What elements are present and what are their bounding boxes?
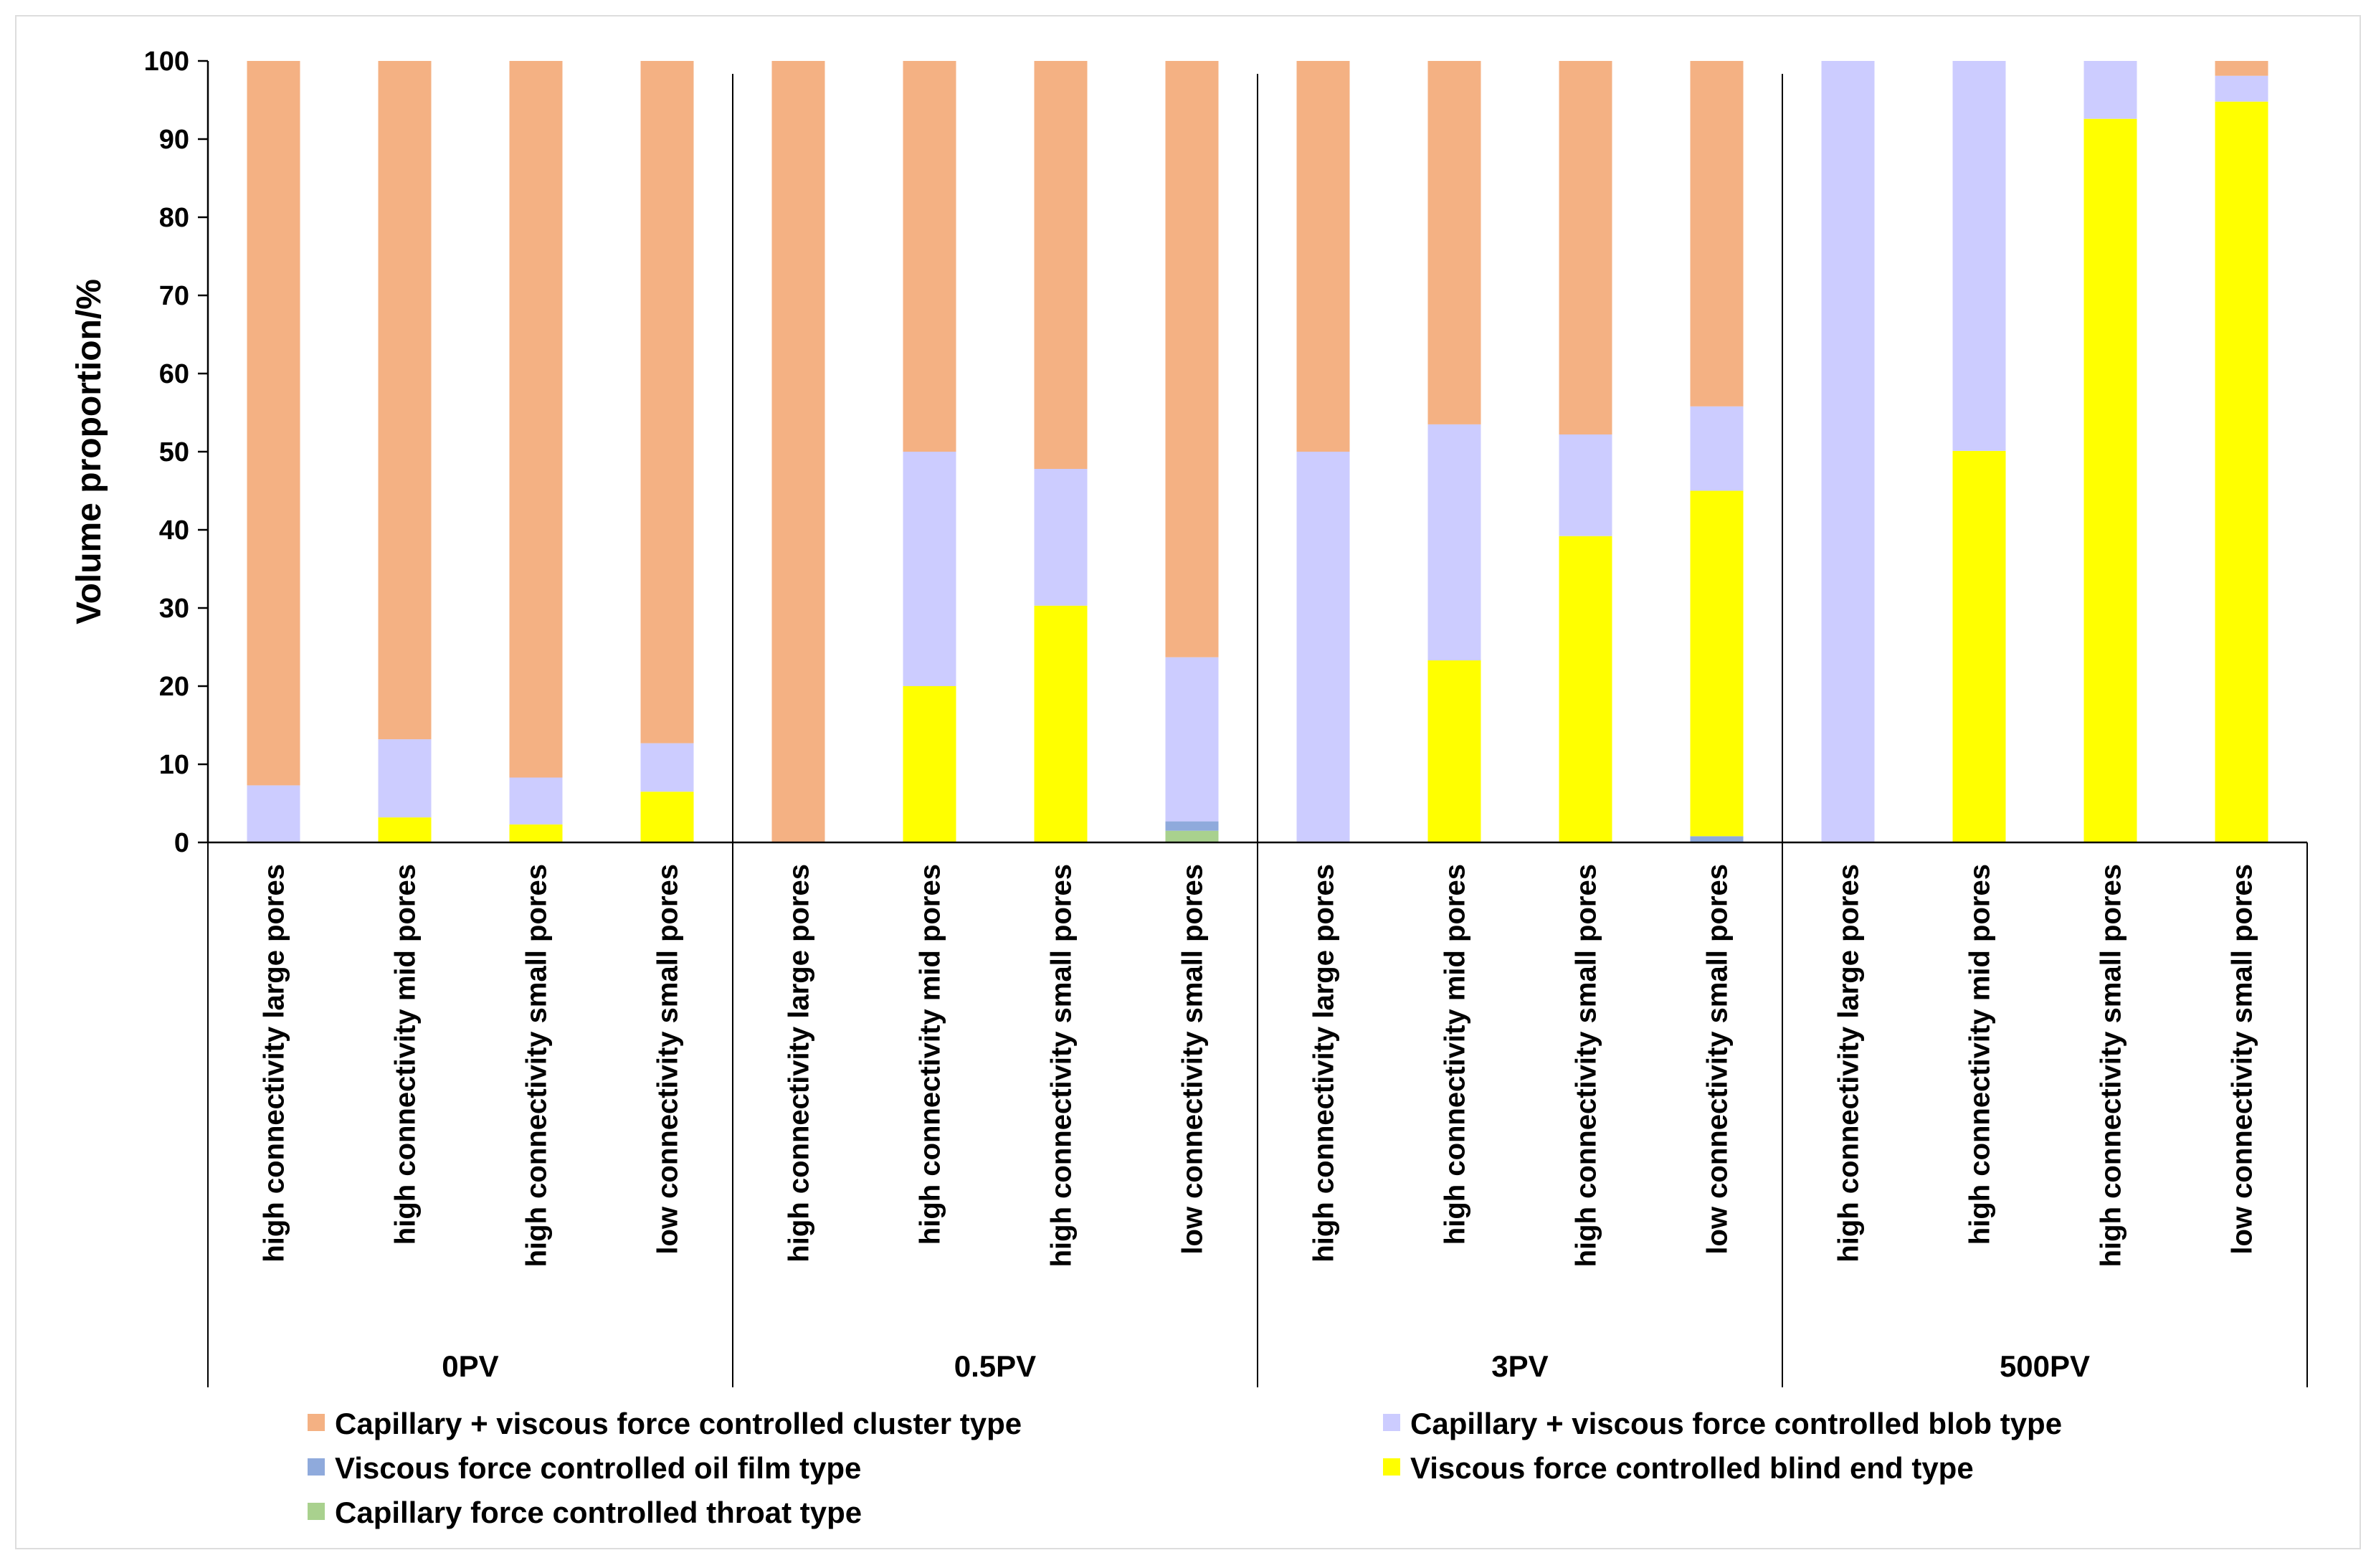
bar-segment [640, 792, 694, 842]
x-group-label: 0PV [442, 1349, 498, 1383]
legend-entry: Capillary force controlled throat type [335, 1496, 862, 1529]
bar-segment [247, 785, 300, 842]
x-category-label: high connectivity small pores [1571, 864, 1602, 1267]
bar-segment [2083, 61, 2137, 119]
bar-segment [1165, 821, 1219, 831]
legend-entry: Viscous force controlled blind end type [1410, 1451, 1974, 1485]
axes-layer [198, 60, 2308, 1387]
bar-segment [2215, 101, 2268, 843]
bar-segment [509, 824, 563, 842]
legend-entry: Viscous force controlled oil film type [335, 1451, 861, 1485]
bar-segment [1427, 424, 1481, 661]
bar-segment [1952, 61, 2006, 451]
y-tick-label: 10 [159, 750, 189, 780]
x-category-label: high connectivity mid pores [1964, 864, 1996, 1245]
bar-segment [903, 686, 956, 842]
legend-swatch [308, 1503, 325, 1520]
bar-segment [903, 61, 956, 452]
bar-segment [640, 61, 694, 743]
bar-segment [1559, 434, 1612, 536]
bar-segment [1034, 469, 1088, 606]
y-tick-label: 20 [159, 672, 189, 702]
bar-segment [1034, 61, 1088, 469]
y-tick-label: 50 [159, 437, 189, 467]
y-tick-label: 100 [144, 47, 189, 77]
x-category-label: high connectivity large pores [784, 864, 815, 1263]
bar-segment [1690, 406, 1744, 491]
x-category-label: high connectivity large pores [1308, 864, 1340, 1263]
bar-segment [378, 817, 432, 842]
legend-swatch [1383, 1414, 1400, 1431]
bar-segment [1559, 536, 1612, 842]
x-category-label: high connectivity large pores [1833, 864, 1865, 1263]
y-tick-label: 40 [159, 515, 189, 546]
bar-segment [378, 61, 432, 740]
bar-segment [2083, 118, 2137, 842]
legend-swatch [308, 1414, 325, 1431]
x-group-label: 3PV [1491, 1349, 1548, 1383]
x-category-label: high connectivity small pores [1046, 864, 1078, 1267]
bar-segment [247, 61, 300, 786]
x-group-label: 0.5PV [954, 1349, 1036, 1383]
x-category-label: low connectivity small pores [1177, 864, 1209, 1255]
bar-segment [1559, 61, 1612, 434]
y-axis-title: Volume proportion/% [70, 279, 108, 624]
x-category-label: high connectivity mid pores [915, 864, 946, 1245]
x-category-label: high connectivity mid pores [390, 864, 422, 1245]
y-tick-label: 90 [159, 125, 189, 155]
y-tick-label: 60 [159, 359, 189, 389]
x-category-label: low connectivity small pores [2227, 864, 2258, 1255]
bar-segment [509, 777, 563, 825]
bar-segment [903, 452, 956, 686]
legend-swatch [308, 1458, 325, 1476]
bar-segment [1952, 450, 2006, 842]
bar-segment [1690, 490, 1744, 837]
bar-segment [1821, 61, 1875, 842]
bar-segment [509, 61, 563, 778]
x-category-label: high connectivity large pores [259, 864, 290, 1263]
bar-segment [1296, 61, 1350, 452]
bar-segment [1165, 657, 1219, 822]
bars-layer [247, 61, 2268, 843]
legend-entry: Capillary + viscous force controlled clu… [335, 1407, 1022, 1440]
bar-segment [1690, 836, 1744, 842]
bar-segment [1427, 660, 1481, 842]
legend: Capillary + viscous force controlled clu… [308, 1407, 2062, 1529]
labels-layer: 0 10 20 30 40 50 60 70 80 90 100 high connectivity … [144, 47, 2258, 1383]
bar-segment [378, 739, 432, 818]
bar-segment [1034, 605, 1088, 842]
y-tick-label: 30 [159, 594, 189, 624]
y-tick-label: 80 [159, 203, 189, 233]
x-category-label: high connectivity mid pores [1440, 864, 1471, 1245]
bar-segment [1690, 61, 1744, 407]
bar-segment [2215, 75, 2268, 102]
bar-segment [1296, 452, 1350, 842]
x-category-label: low connectivity small pores [1702, 864, 1734, 1255]
bar-segment [1165, 61, 1219, 657]
bar-segment [2215, 61, 2268, 76]
x-category-label: low connectivity small pores [652, 864, 684, 1255]
legend-swatch [1383, 1458, 1400, 1476]
y-tick-label: 0 [174, 828, 189, 858]
bar-segment [771, 61, 825, 842]
x-category-label: high connectivity small pores [521, 864, 553, 1267]
x-category-label: high connectivity small pores [2096, 864, 2127, 1267]
legend-entry: Capillary + viscous force controlled blo… [1410, 1407, 2062, 1440]
bar-segment [640, 743, 694, 792]
bar-segment [1427, 61, 1481, 424]
bar-segment [1165, 830, 1219, 842]
y-tick-label: 70 [159, 281, 189, 311]
x-group-label: 500PV [2000, 1349, 2090, 1383]
